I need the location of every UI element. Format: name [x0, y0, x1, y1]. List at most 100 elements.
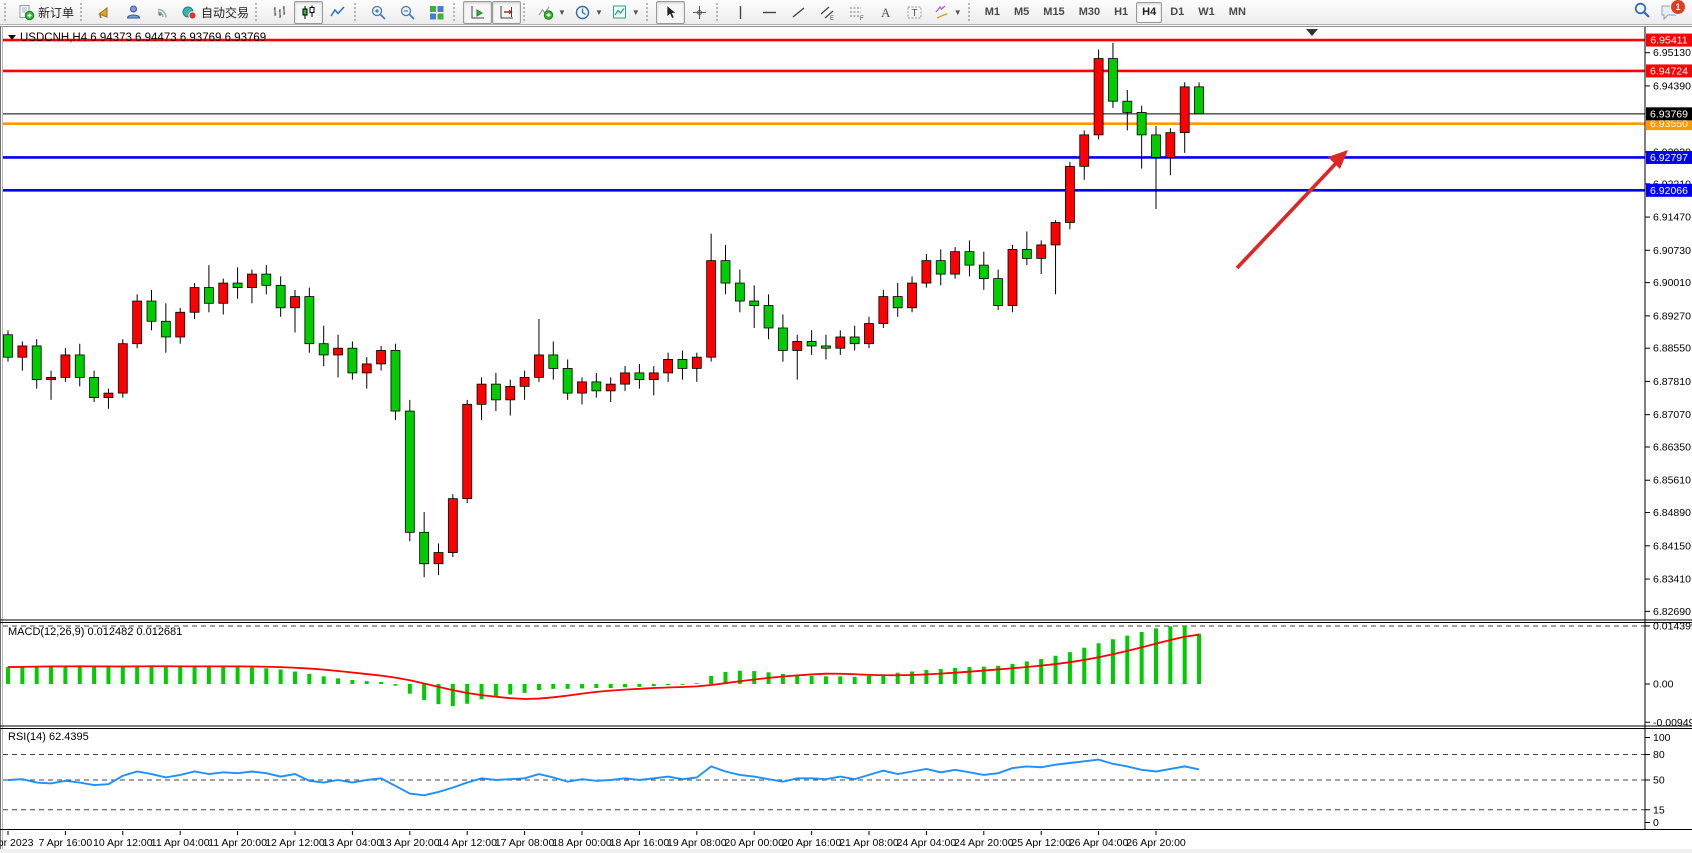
svg-text:6.92066: 6.92066: [1650, 185, 1688, 197]
macd-bar: [723, 671, 728, 684]
candle-body: [778, 327, 788, 351]
candle-body: [1050, 222, 1061, 246]
new-order-button-label: 新订单: [38, 5, 75, 20]
community-button[interactable]: [119, 1, 148, 24]
zoom-out-button[interactable]: [393, 1, 422, 24]
arrows-button[interactable]: ▼: [929, 1, 966, 24]
equidistant-channel-button[interactable]: E: [813, 1, 842, 24]
macd-bar: [206, 666, 211, 684]
candle-body: [490, 383, 501, 401]
candle-body: [763, 305, 774, 329]
signal-icon: [154, 4, 171, 21]
auto-scroll-button[interactable]: [463, 0, 493, 24]
templates-button[interactable]: ▼: [607, 1, 644, 24]
toolbar-grip[interactable]: [80, 3, 87, 21]
svg-text:100: 100: [1653, 732, 1671, 744]
zoom-in-button[interactable]: [364, 1, 393, 24]
macd-bar: [924, 669, 929, 684]
svg-text:6.87810: 6.87810: [1653, 376, 1691, 388]
text-button[interactable]: A: [871, 1, 900, 24]
macd-bar: [809, 675, 814, 684]
candle-body: [218, 282, 229, 304]
vertical-line-button[interactable]: [726, 1, 755, 24]
horizontal-line-button[interactable]: [755, 1, 784, 24]
macd-bar: [823, 676, 828, 684]
text-label-button[interactable]: T: [900, 1, 929, 24]
fibonacci-button[interactable]: F: [842, 1, 871, 24]
candle-body: [1179, 86, 1190, 134]
candlestick-series[interactable]: [3, 42, 1204, 578]
chart-shift-marker-icon[interactable]: [1306, 29, 1318, 36]
toolbar-grip[interactable]: [967, 3, 975, 21]
search-icon[interactable]: [1633, 1, 1651, 24]
bar-chart-icon: [271, 4, 288, 21]
macd-bar: [852, 676, 857, 684]
svg-text:80: 80: [1653, 749, 1665, 761]
toolbar-grip[interactable]: [255, 3, 262, 21]
macd-bar: [838, 676, 843, 684]
svg-text:6.95411: 6.95411: [1650, 35, 1687, 47]
rsi-panel[interactable]: 100 80 50 150 RSI(14) 62.4395: [3, 731, 1671, 829]
notifications-icon[interactable]: 1: [1660, 0, 1686, 21]
toolbar-grip[interactable]: [645, 3, 653, 21]
svg-text:13 Apr 04:00: 13 Apr 04:00: [323, 837, 383, 849]
toolbar-grip[interactable]: [715, 3, 723, 21]
candle-body: [864, 323, 874, 345]
macd-bar: [178, 666, 183, 684]
toolbar-grip[interactable]: [4, 3, 11, 21]
candlestick-button[interactable]: [294, 0, 324, 24]
svg-text:6.93769: 6.93769: [1650, 108, 1688, 120]
timeframe-H4-button[interactable]: H4: [1136, 1, 1163, 23]
macd-bar: [77, 666, 82, 684]
cursor-button[interactable]: [655, 0, 685, 24]
market-button[interactable]: [90, 1, 119, 24]
macd-bar: [20, 666, 25, 684]
price-axis[interactable]: 6.951306.943906.929206.922106.914706.907…: [1645, 33, 1692, 618]
timeframe-D1-button[interactable]: D1: [1170, 6, 1185, 18]
macd-bar: [249, 667, 254, 684]
chart-shift-button[interactable]: [492, 0, 522, 24]
indicators-button[interactable]: ▼: [533, 1, 570, 24]
timeframe-H1-button[interactable]: H1: [1114, 6, 1129, 18]
hline-icon: [761, 4, 778, 21]
macd-panel[interactable]: 0.014399 0.00 -0.009491 MACD(12,26,9) 0.012…: [3, 620, 1692, 729]
signals-button[interactable]: [148, 1, 177, 24]
candle-body: [921, 260, 932, 284]
chart-canvas[interactable]: USDCNH,H4 6.94373 6.94473 6.93769 6.9376…: [0, 26, 1692, 853]
bar-chart-button[interactable]: [265, 1, 294, 24]
chevron-down-icon: ▼: [558, 7, 566, 17]
toolbar-grip[interactable]: [453, 3, 460, 21]
macd-bar: [651, 684, 656, 687]
trend-arrow-annotation[interactable]: [1235, 150, 1348, 270]
macd-bar: [1154, 628, 1158, 684]
svg-text:T: T: [911, 8, 917, 19]
chart-window[interactable]: USDCNH,H4 6.94373 6.94473 6.93769 6.9376…: [0, 26, 1692, 853]
crosshair-button[interactable]: [685, 1, 714, 24]
candle-body: [3, 334, 13, 358]
timeframe-M1-button[interactable]: M1: [984, 6, 1000, 18]
autotrading-button[interactable]: 自动交易: [177, 1, 253, 24]
svg-text:10 Apr 12:00: 10 Apr 12:00: [93, 837, 153, 849]
periods-button[interactable]: ▼: [570, 1, 607, 24]
line-chart-icon: [329, 4, 346, 21]
trendline-button[interactable]: [784, 1, 813, 24]
macd-bar: [49, 665, 54, 684]
timeframe-MN-button[interactable]: MN: [1228, 6, 1246, 18]
timeframe-M15-button[interactable]: M15: [1043, 6, 1065, 18]
svg-text:6.82690: 6.82690: [1653, 606, 1691, 618]
person-icon: [125, 4, 142, 21]
timeframe-M30-button[interactable]: M30: [1078, 6, 1101, 18]
line-chart-button[interactable]: [323, 1, 352, 24]
candle-body: [89, 376, 99, 398]
toolbar-grip[interactable]: [523, 3, 530, 21]
macd-bar: [508, 684, 513, 695]
toolbar-grip[interactable]: [354, 3, 361, 21]
candle-body: [31, 345, 42, 381]
macd-bar: [536, 684, 541, 691]
new-order-button[interactable]: 新订单: [14, 1, 78, 24]
timeframe-W1-button[interactable]: W1: [1198, 6, 1215, 18]
svg-text:18 Apr 00:00: 18 Apr 00:00: [552, 837, 612, 849]
timeframe-M5-button[interactable]: M5: [1014, 6, 1030, 18]
tile-windows-button[interactable]: [422, 1, 451, 24]
